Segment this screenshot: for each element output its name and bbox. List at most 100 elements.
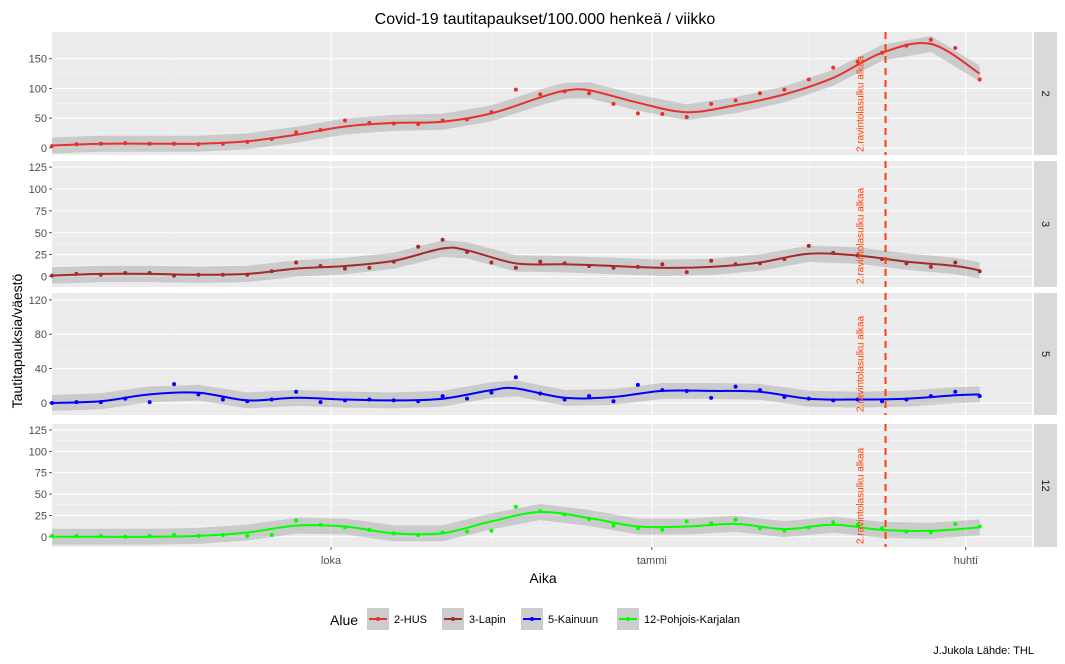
data-point <box>757 261 762 266</box>
data-point <box>538 259 543 264</box>
data-point <box>977 524 982 529</box>
data-point <box>684 114 689 119</box>
data-point <box>928 37 933 42</box>
data-point <box>269 136 274 141</box>
data-point <box>440 237 445 242</box>
smooth-line-12 <box>52 510 980 538</box>
data-point <box>318 128 323 133</box>
data-point <box>367 120 372 125</box>
y-tick-label: 150 <box>29 54 47 66</box>
data-point <box>172 382 177 387</box>
data-point <box>294 389 299 394</box>
y-tick-label: 0 <box>41 398 47 410</box>
event-label: 2.ravintolasulku alkaa <box>856 55 867 152</box>
data-point <box>342 525 347 530</box>
event-label: 2.ravintolasulku alkaa <box>856 315 867 412</box>
data-point <box>342 398 347 403</box>
data-point <box>513 504 518 509</box>
data-point <box>904 397 909 402</box>
data-point <box>342 266 347 271</box>
legend-label: 12-Pohjois-Karjalan <box>644 614 740 626</box>
data-point <box>684 388 689 393</box>
facet-strip-label: 3 <box>1039 221 1051 227</box>
data-point <box>416 533 421 538</box>
data-point <box>831 398 836 403</box>
data-point <box>245 533 250 538</box>
data-point <box>98 272 103 277</box>
data-point <box>294 130 299 135</box>
data-point <box>318 522 323 527</box>
data-point <box>904 43 909 48</box>
confidence-band <box>52 240 980 284</box>
y-tick-label: 75 <box>35 206 47 218</box>
data-point <box>709 395 714 400</box>
data-point <box>635 382 640 387</box>
data-point <box>465 250 470 254</box>
caption: J.Jukola Lähde: THL <box>933 645 1034 657</box>
data-point <box>465 529 470 534</box>
data-point <box>440 394 445 399</box>
data-point <box>782 257 787 261</box>
data-point <box>220 272 225 277</box>
data-point <box>953 46 958 51</box>
y-tick-label: 50 <box>35 228 47 240</box>
data-point <box>855 397 860 402</box>
data-point <box>611 523 616 528</box>
data-point <box>953 521 958 526</box>
y-tick-label: 25 <box>35 510 47 522</box>
data-point <box>269 533 274 538</box>
data-point <box>294 518 299 523</box>
data-point <box>831 520 836 525</box>
smooth-line-2 <box>51 42 981 147</box>
facet-strip-label: 12 <box>1039 479 1051 491</box>
data-point <box>50 533 54 538</box>
data-point <box>733 384 738 389</box>
data-point <box>806 396 811 401</box>
y-tick-label: 100 <box>29 446 47 458</box>
panel-12: 0 25 50 75 100 125 2.ravintolasulku alkaa 12 <box>29 424 1057 547</box>
y-tick-label: 80 <box>35 329 47 341</box>
data-point <box>172 533 177 538</box>
legend-key-point <box>530 617 534 621</box>
data-point <box>391 259 396 264</box>
data-point <box>220 397 225 402</box>
data-point <box>587 394 592 399</box>
data-point <box>562 397 567 402</box>
data-point <box>904 529 909 534</box>
data-point <box>269 397 274 402</box>
y-tick-label: 50 <box>35 489 47 501</box>
data-point <box>367 527 372 532</box>
data-point <box>977 77 982 82</box>
facet-strip-label: 5 <box>1039 351 1051 357</box>
data-point <box>220 141 225 146</box>
data-point <box>391 398 396 403</box>
data-point <box>147 271 152 275</box>
y-tick-label: 100 <box>29 83 47 95</box>
data-point <box>587 91 592 96</box>
panel-5: 0 40 80 120 2.ravintolasulku alkaa 5 <box>29 293 1057 415</box>
data-point <box>74 142 79 147</box>
data-point <box>74 533 79 538</box>
data-point <box>855 522 860 527</box>
data-point <box>635 526 640 531</box>
data-point <box>880 399 885 404</box>
data-point <box>660 112 665 116</box>
data-point <box>660 388 665 393</box>
confidence-band <box>52 504 980 545</box>
y-tick-label: 100 <box>29 184 47 196</box>
facet-strip <box>1034 32 1057 155</box>
data-point <box>977 394 982 399</box>
data-point <box>806 77 811 82</box>
y-tick-label: 25 <box>35 250 47 262</box>
data-point <box>782 87 787 92</box>
x-tick-label: tammi <box>637 555 667 567</box>
y-tick-label: 125 <box>29 162 47 174</box>
data-point <box>684 270 689 275</box>
data-point <box>98 533 103 538</box>
data-point <box>489 110 494 115</box>
legend-label: 2-HUS <box>394 614 427 626</box>
data-point <box>74 400 79 405</box>
data-point <box>196 392 201 397</box>
